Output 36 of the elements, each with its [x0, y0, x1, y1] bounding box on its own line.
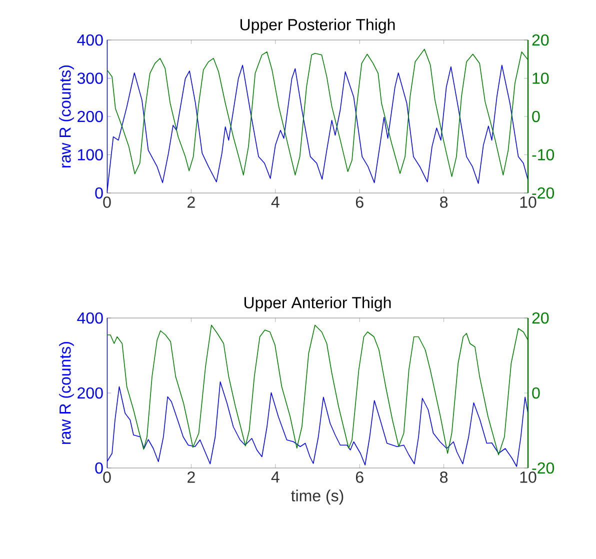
y2-tick-label: 10	[532, 72, 549, 84]
x-tick-label: 10	[520, 472, 536, 483]
y2-tick-label: -20	[532, 187, 554, 199]
x-tick-label: 10	[520, 196, 536, 208]
x-tick-label: 0	[103, 472, 111, 483]
line-series	[107, 324, 528, 456]
line-series	[107, 381, 528, 467]
y2-tick-label: 20	[532, 34, 549, 46]
x-tick-label: 6	[356, 196, 364, 208]
y2-tick-label: 0	[532, 387, 540, 399]
y-tick-label: 400	[77, 34, 103, 46]
y-tick-label: 300	[77, 72, 103, 84]
chart-title: Upper Posterior Thigh	[240, 18, 395, 34]
y-tick-label: 200	[78, 387, 103, 399]
y-axis-title: raw R (counts)	[59, 342, 74, 444]
x-tick-label: 0	[103, 196, 111, 208]
y2-tick-label: 20	[532, 312, 549, 324]
y-tick-label: 400	[77, 312, 103, 324]
y2-tick-label: -10	[532, 149, 554, 160]
chart-title: Upper Anterior Thigh	[244, 296, 391, 312]
x-tick-label: 4	[271, 196, 280, 208]
x-tick-label: 2	[188, 196, 195, 208]
y-tick-label: 100	[78, 149, 103, 160]
x-tick-label: 6	[356, 472, 364, 483]
y-tick-label: 200	[78, 110, 103, 122]
x-tick-label: 2	[188, 472, 195, 483]
y2-tick-label: 0	[532, 110, 540, 122]
y-tick-label: 0	[95, 187, 103, 199]
y-axis-title: raw R (counts)	[59, 65, 74, 168]
x-tick-label: 4	[271, 472, 280, 483]
y-tick-label: 0	[95, 462, 103, 474]
line-series	[107, 48, 528, 177]
x-tick-label: 8	[440, 196, 448, 208]
x-axis-title: time (s)	[291, 490, 344, 505]
y2-tick-label: -20	[532, 462, 554, 474]
x-tick-label: 8	[440, 472, 448, 483]
